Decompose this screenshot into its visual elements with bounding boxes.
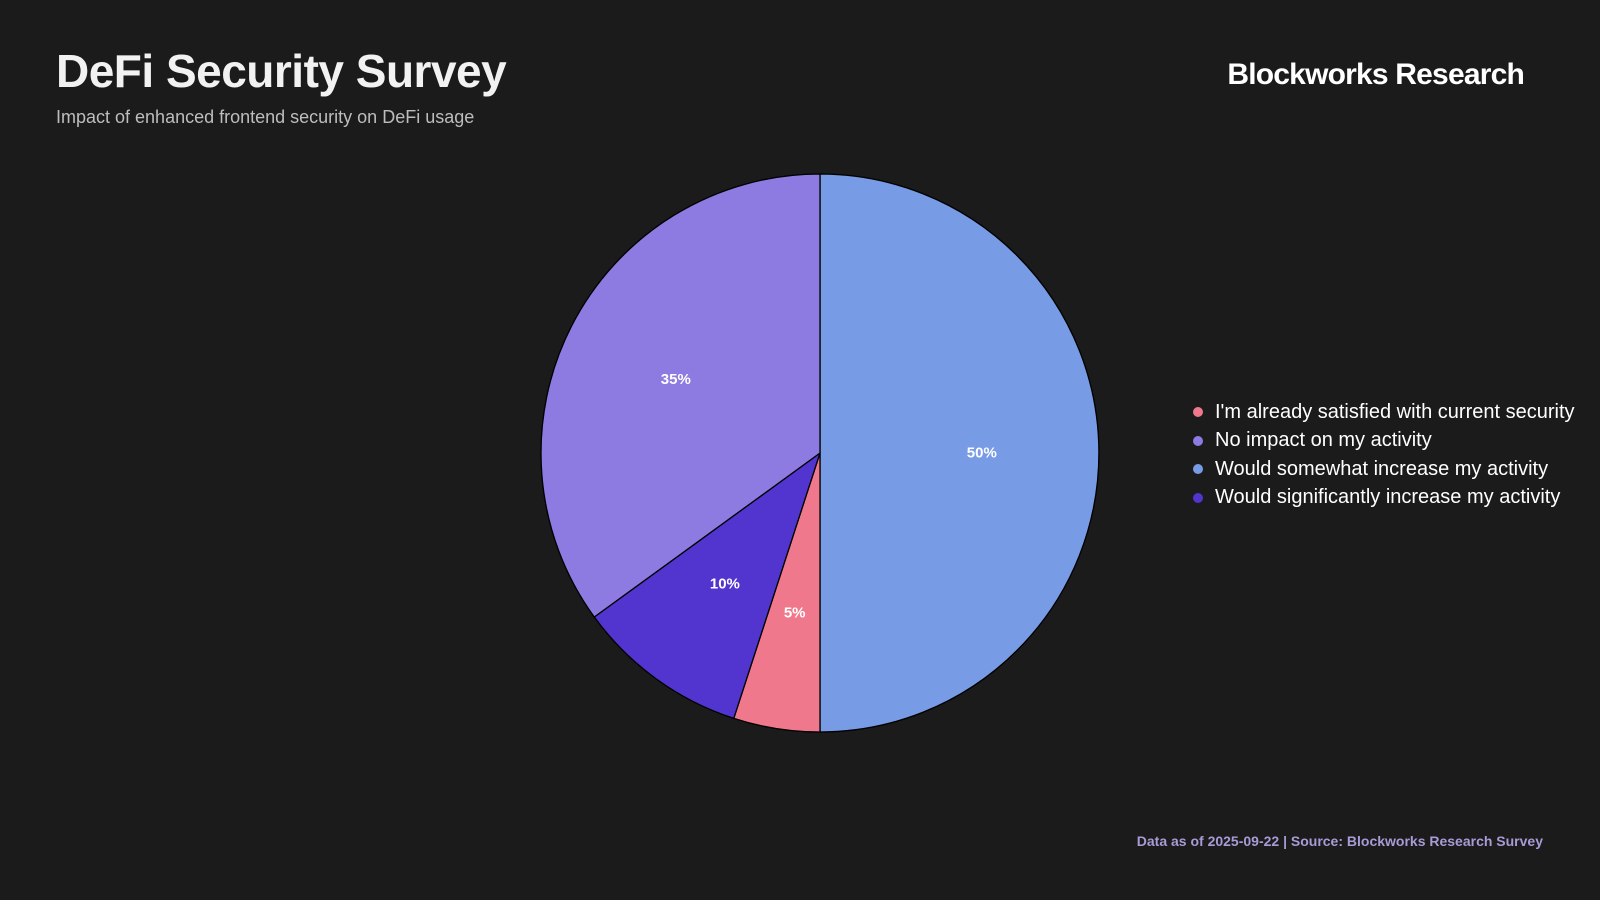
source-footnote: Data as of 2025-09-22 | Source: Blockwor… — [1136, 833, 1543, 849]
legend-item: Would significantly increase my activity — [1193, 484, 1575, 513]
pie-slice-label: 50% — [967, 445, 997, 462]
pie-slice-label: 10% — [710, 575, 740, 592]
legend-item: No impact on my activity — [1193, 427, 1575, 456]
legend-marker-dot — [1193, 407, 1203, 418]
legend-marker-dot — [1193, 492, 1203, 503]
legend-marker-dot — [1193, 435, 1203, 446]
legend-label: I'm already satisfied with current secur… — [1215, 400, 1575, 423]
chart-legend: I'm already satisfied with current secur… — [1193, 398, 1575, 512]
legend-marker-dot — [1193, 464, 1203, 475]
legend-label: No impact on my activity — [1215, 429, 1432, 452]
pie-slice-label: 5% — [784, 604, 806, 621]
pie-slice-would-somewhat-increase-my-activity — [819, 173, 1100, 733]
legend-item: I'm already satisfied with current secur… — [1193, 398, 1575, 427]
legend-label: Would significantly increase my activity — [1215, 486, 1561, 509]
legend-label: Would somewhat increase my activity — [1215, 457, 1549, 480]
page-title: DeFi Security Survey — [56, 45, 507, 97]
legend-item: Would somewhat increase my activity — [1193, 455, 1575, 484]
pie-slice-would-significantly-increase-my-activity — [593, 452, 821, 719]
pie-slice-no-impact-on-my-activity — [540, 173, 821, 618]
pie-slice-label: 35% — [661, 371, 691, 388]
page-subtitle: Impact of enhanced frontend security on … — [56, 107, 475, 127]
brand-logo: Blockworks Research — [1227, 58, 1524, 91]
